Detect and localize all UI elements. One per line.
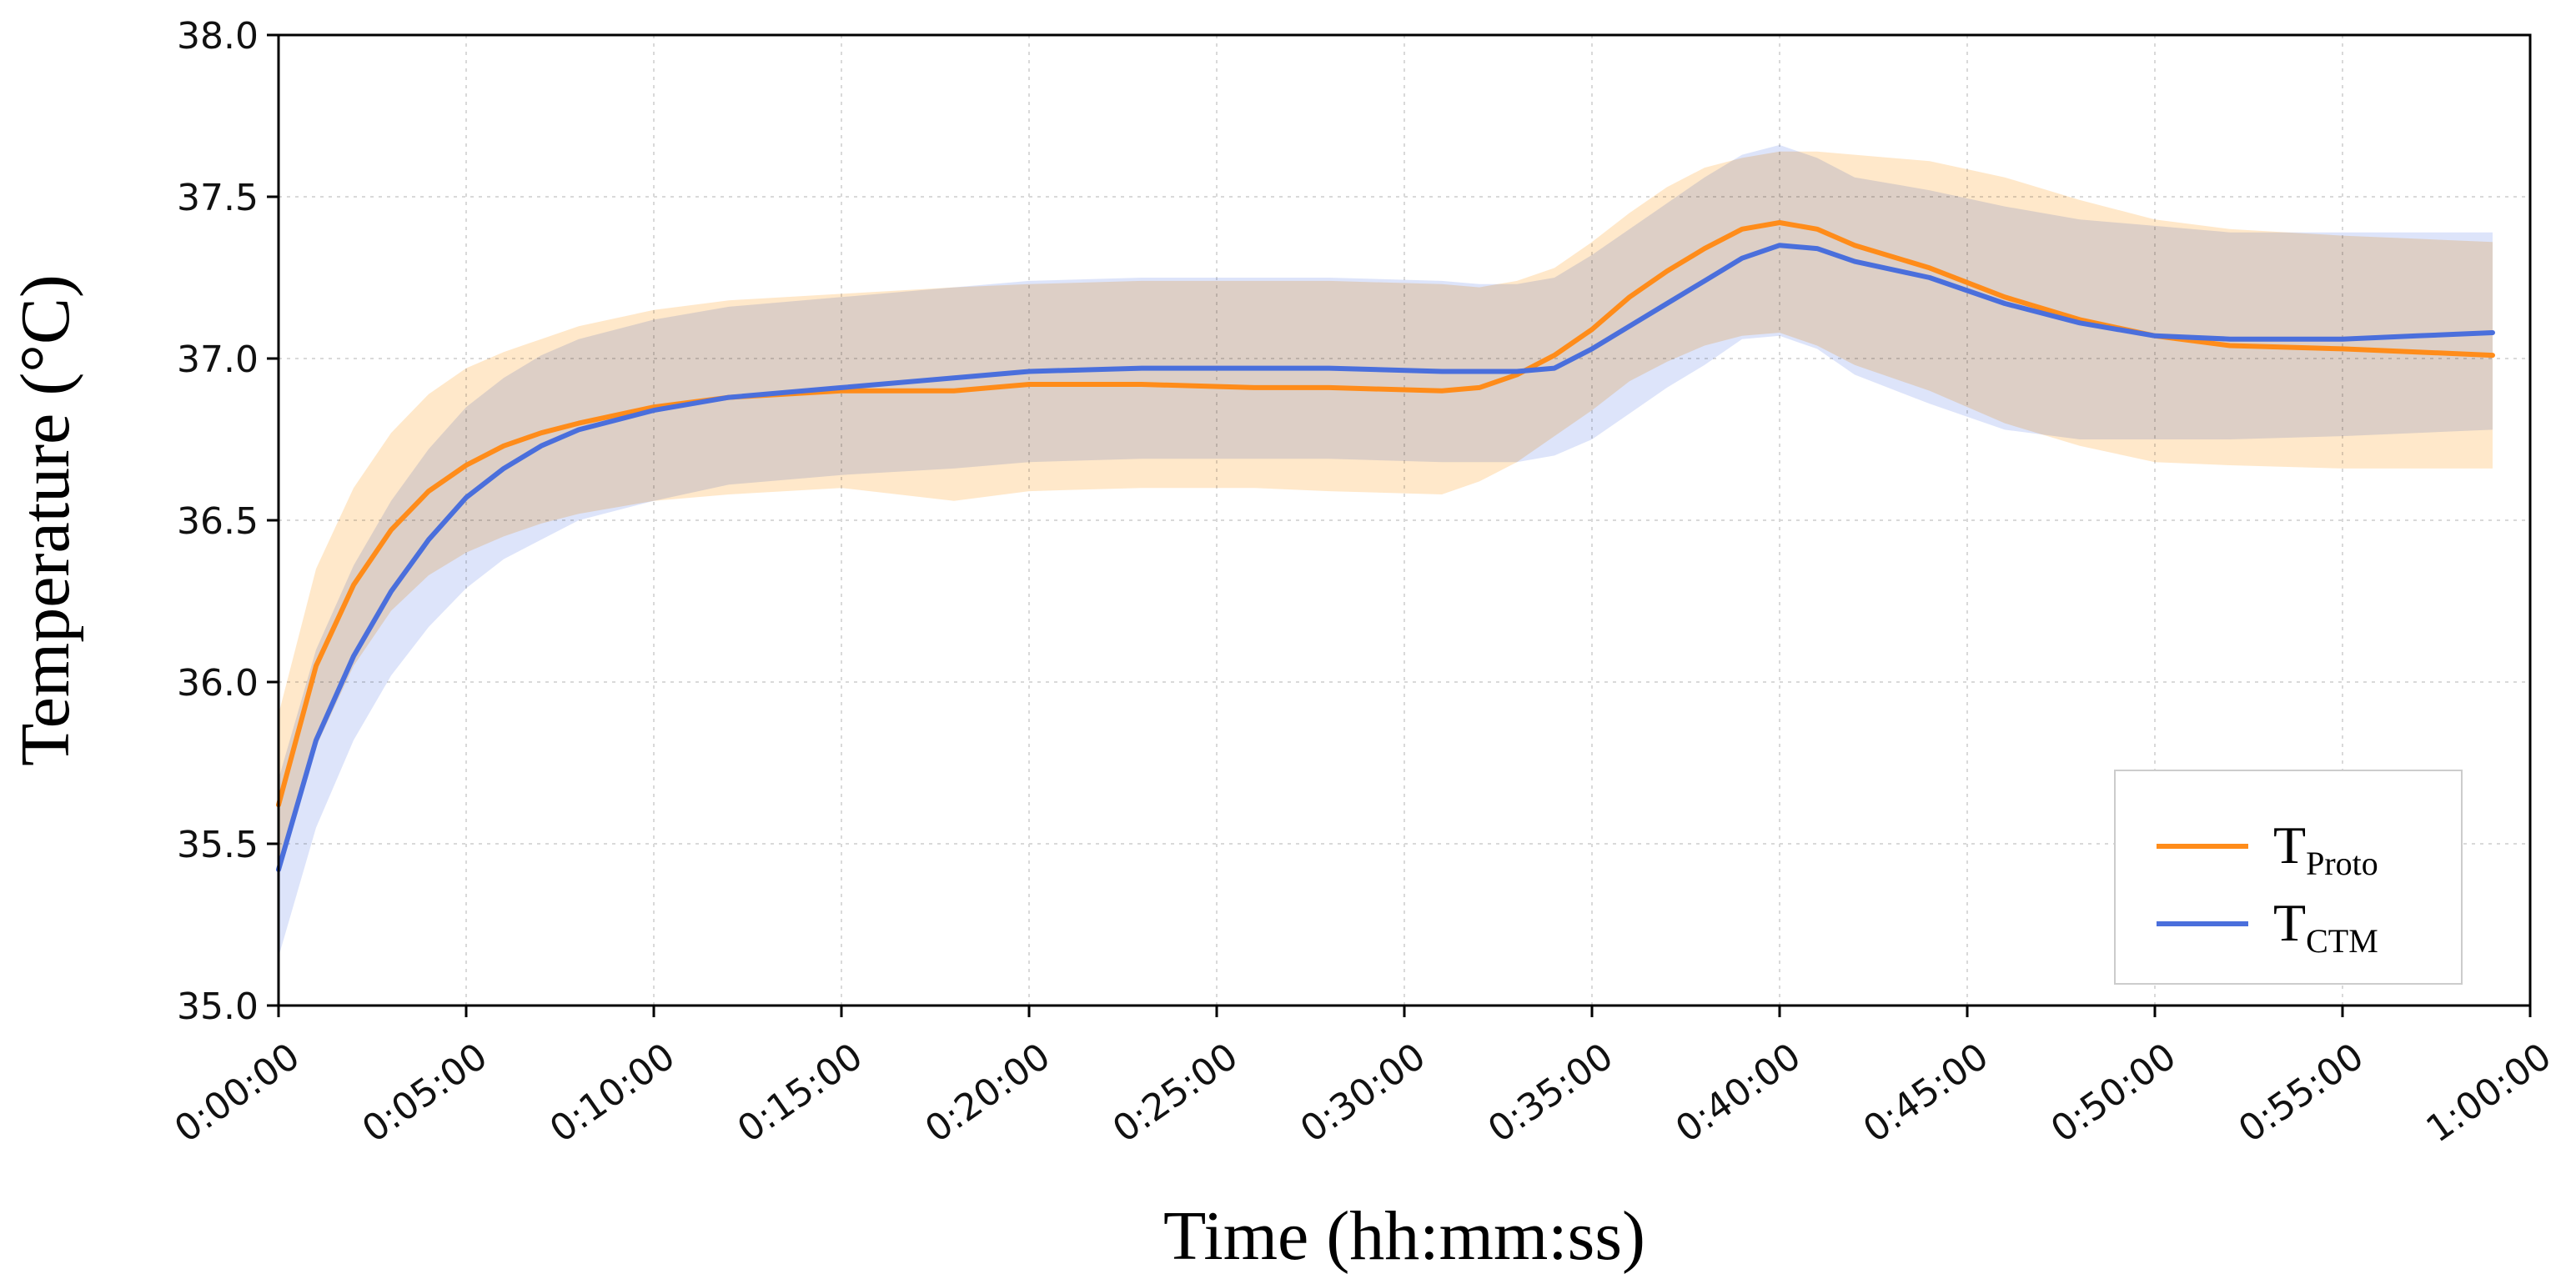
y-tick-label: 37.0: [177, 339, 259, 381]
y-tick-label: 35.5: [177, 824, 259, 866]
axis-ticks: [267, 33, 2532, 1017]
line-t-ctm: [276, 243, 2495, 872]
y-tick-label: 35.0: [177, 986, 259, 1028]
line-t-proto: [276, 220, 2495, 808]
legend-label-t-proto-sub: Proto: [2306, 845, 2378, 882]
y-axis-title: Temperature (°C): [7, 274, 84, 766]
legend-label-t-ctm: TCTM: [2273, 893, 2378, 960]
legend-label-t-ctm-sub: CTM: [2306, 922, 2378, 960]
confidence-bands: [279, 144, 2493, 957]
x-axis-title: Time (hh:mm:ss): [1163, 1197, 1645, 1274]
y-tick-label: 36.0: [177, 662, 259, 705]
legend-label-t-proto-main: T: [2273, 815, 2306, 875]
y-tick-label: 36.5: [177, 500, 259, 543]
series-lines: [276, 220, 2495, 872]
legend-box: [2114, 770, 2463, 985]
y-tick-label: 37.5: [177, 177, 259, 219]
band-t-ctm: [279, 144, 2493, 957]
y-tick-label: 38.0: [177, 15, 259, 58]
legend-label-t-proto: TProto: [2273, 815, 2378, 882]
legend-label-t-ctm-main: T: [2273, 893, 2306, 952]
legend: TProto TCTM: [2114, 770, 2463, 985]
